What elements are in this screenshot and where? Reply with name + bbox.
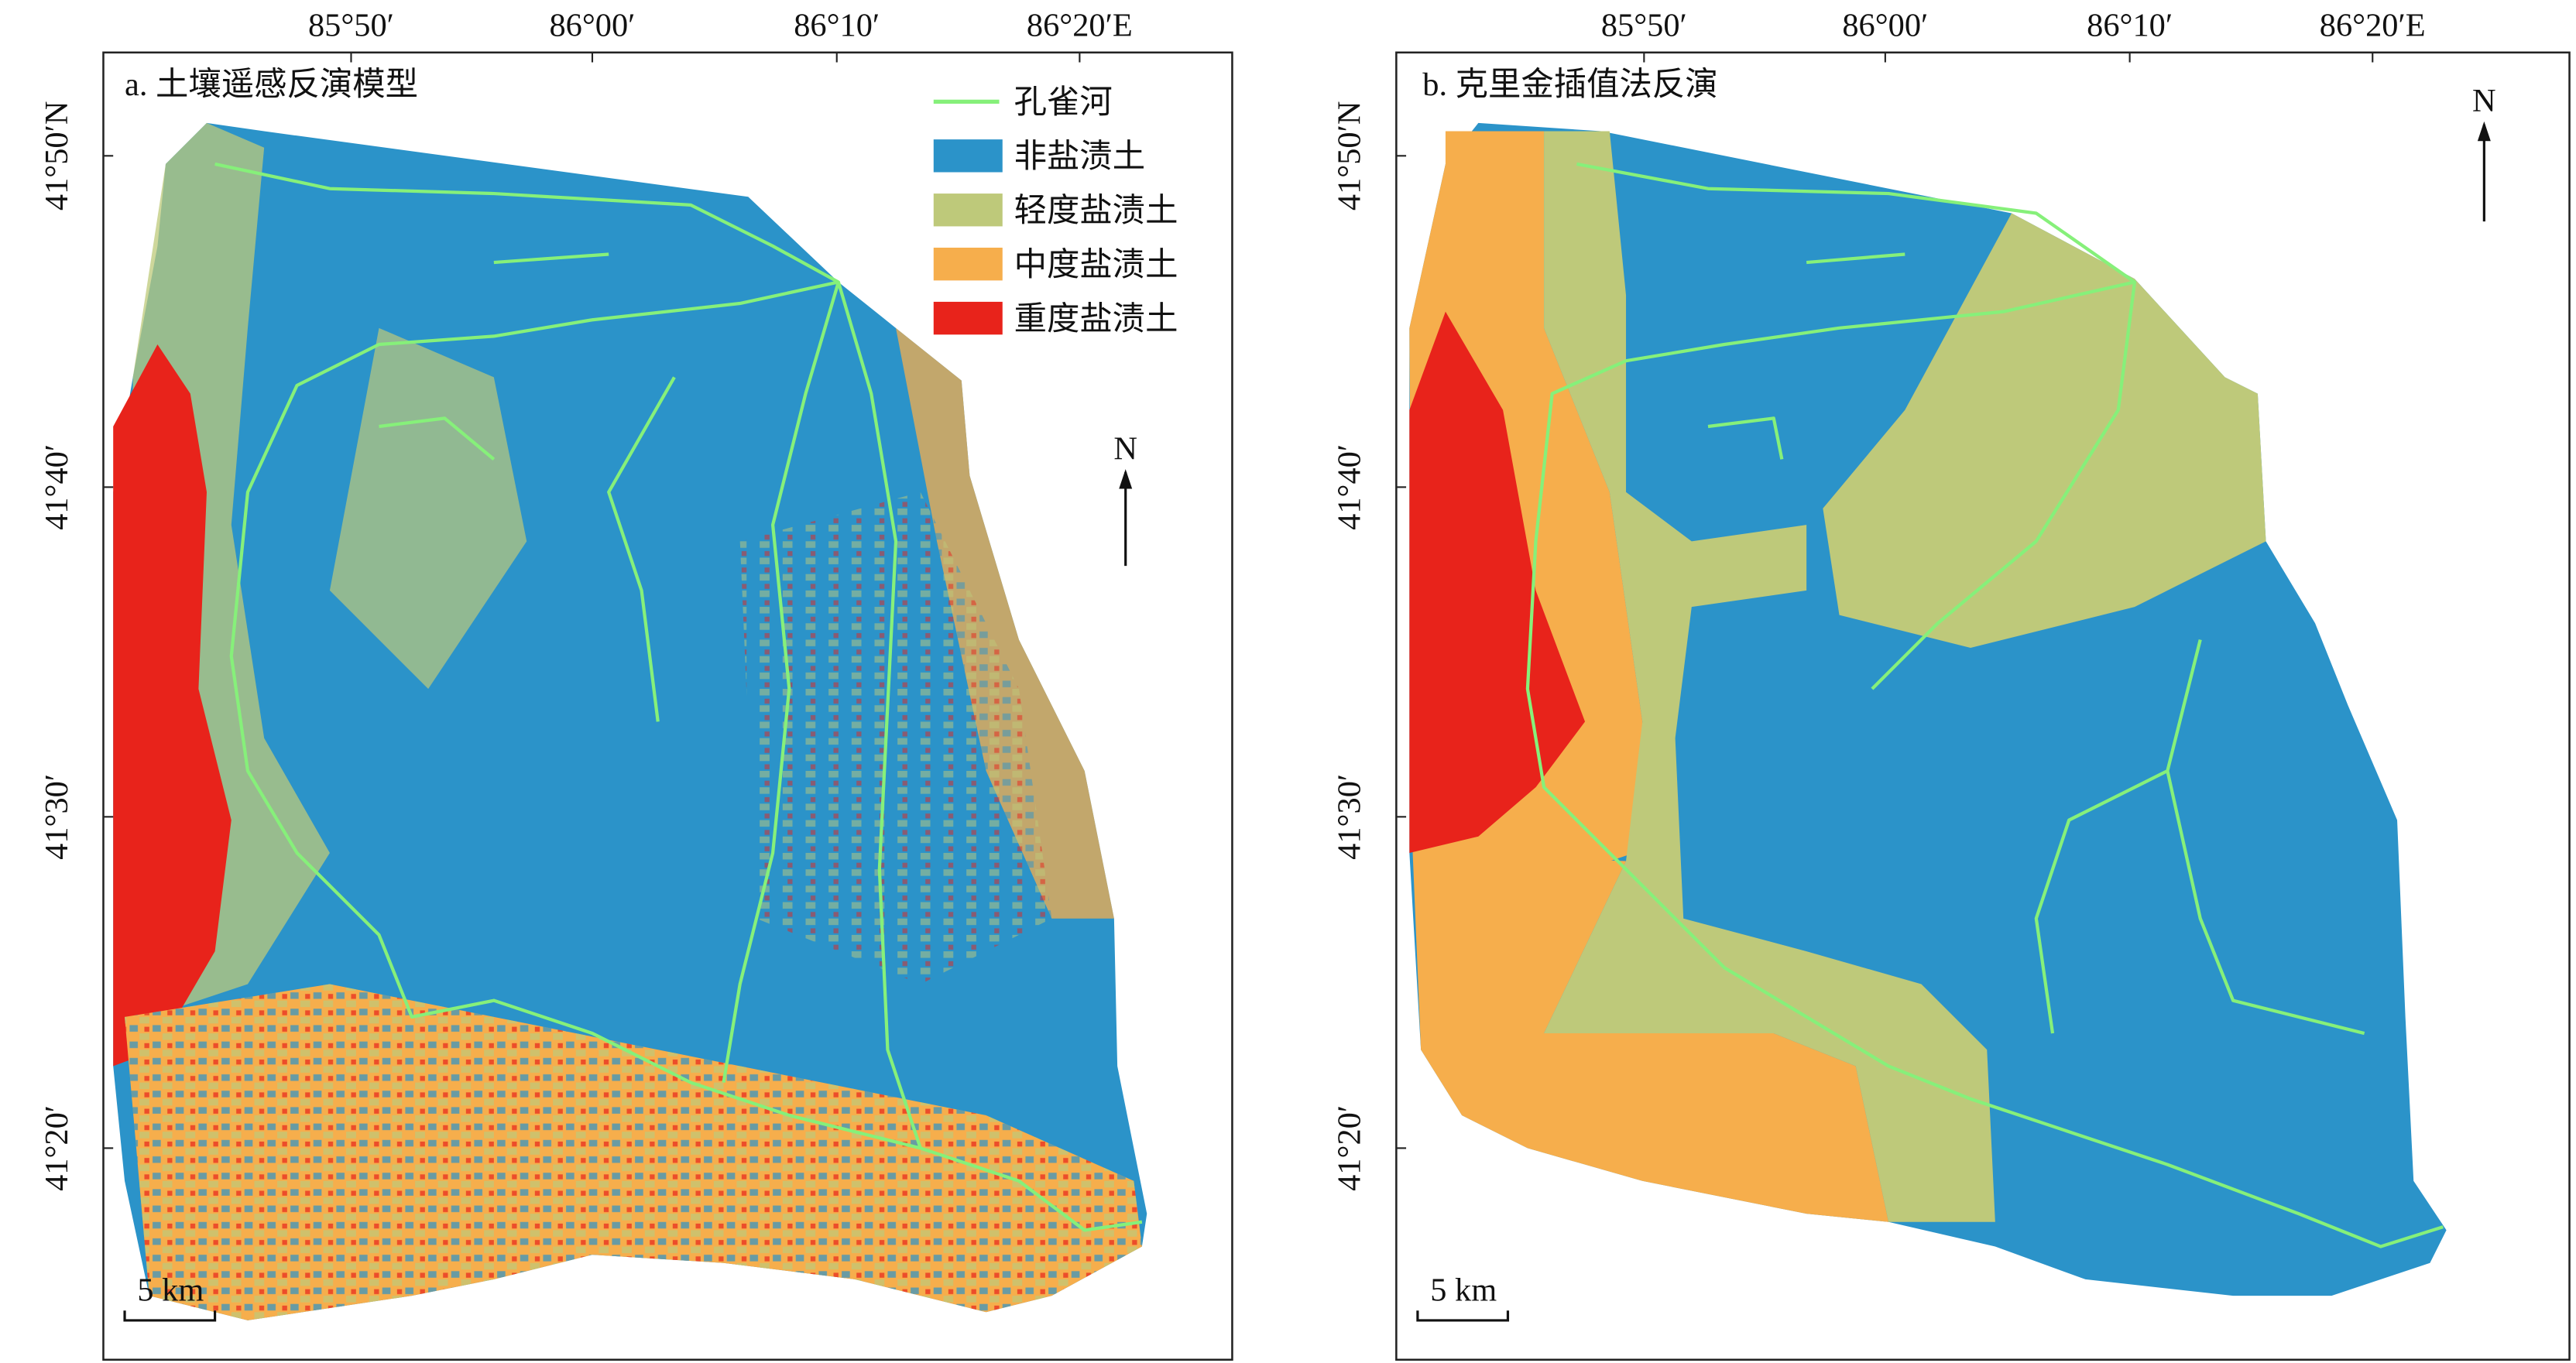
map-texture <box>125 984 1142 1320</box>
panel: b. 克里金插值法反演 85°50′ 86°00′ 86°10′ 86°20′E 41°5… <box>1332 8 2571 1361</box>
x-tick-label: 85°50′ <box>308 8 394 44</box>
map-region <box>896 327 1114 919</box>
map-texture <box>739 491 1052 985</box>
map-region <box>329 327 527 690</box>
panel-frame <box>102 51 1233 1361</box>
river <box>1871 282 2137 690</box>
north-label: N <box>2472 83 2496 119</box>
legend-swatch <box>933 139 1003 173</box>
y-tick-label: 41°20′ <box>39 1105 75 1191</box>
legend-label: 孔雀河 <box>1014 84 1113 121</box>
scale-label: 5 km <box>137 1272 204 1308</box>
panel-title: a. 土壤遥感反演模型 <box>125 67 418 103</box>
legend-swatch <box>933 193 1003 227</box>
legend-swatch <box>933 247 1003 281</box>
x-tick-label: 85°50′ <box>1601 8 1687 44</box>
y-tick-label: 41°30′ <box>1332 774 1368 860</box>
panel-title: b. 克里金插值法反演 <box>1422 67 1717 103</box>
river <box>493 252 609 265</box>
river <box>722 281 840 1083</box>
panel: a. 土壤遥感反演模型 85°50′ 86°00′ 86°10′ 86°20′E 41°5… <box>39 8 1233 1361</box>
x-tick-label: 86°20′E <box>2320 8 2426 44</box>
scale-bar <box>1416 1310 1510 1322</box>
y-tick-label: 41°50′N <box>1332 101 1368 211</box>
y-tick-label: 41°20′ <box>1332 1105 1368 1191</box>
river <box>1707 416 1784 460</box>
x-tick-label: 86°00′ <box>1842 8 1928 44</box>
river <box>1525 162 2444 1248</box>
legend-label: 重度盐渍土 <box>1014 301 1178 337</box>
map-region <box>1412 852 1889 1222</box>
river <box>607 376 676 722</box>
y-tick-label: 41°40′ <box>1332 444 1368 530</box>
x-tick-label: 86°20′E <box>1027 8 1133 44</box>
river <box>836 281 922 1149</box>
river <box>214 162 1143 1232</box>
panel-frame <box>1395 51 2571 1361</box>
scale-label: 5 km <box>1430 1272 1497 1308</box>
north-arrowhead <box>1119 469 1133 489</box>
legend-label: 中度盐渍土 <box>1014 247 1178 283</box>
river <box>1806 252 1905 265</box>
y-tick-label: 41°40′ <box>39 444 75 530</box>
map-region <box>113 344 232 1067</box>
river <box>379 416 496 461</box>
legend-label: 非盐渍土 <box>1014 139 1146 175</box>
river <box>2166 770 2365 1036</box>
map-region <box>1823 213 2266 649</box>
y-tick-label: 41°50′N <box>39 101 75 211</box>
x-tick-label: 86°10′ <box>2087 8 2173 44</box>
north-arrowhead <box>2477 121 2491 142</box>
map-region <box>1409 311 1586 853</box>
legend-swatch <box>933 301 1003 335</box>
x-tick-label: 86°10′ <box>794 8 880 44</box>
y-tick-label: 41°30′ <box>39 774 75 860</box>
legend-label: 轻度盐渍土 <box>1014 193 1178 229</box>
river <box>2034 639 2202 1034</box>
x-tick-label: 86°00′ <box>550 8 636 44</box>
north-label: N <box>1113 430 1137 467</box>
map-region <box>1544 131 1995 1222</box>
scale-bar <box>123 1310 217 1322</box>
